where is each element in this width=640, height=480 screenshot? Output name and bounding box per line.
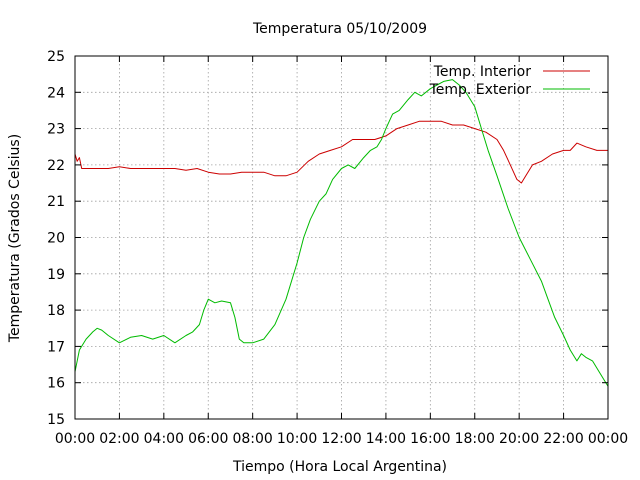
- x-tick-label: 02:00: [99, 431, 139, 447]
- x-tick-label: 06:00: [188, 431, 228, 447]
- y-tick-label: 18: [47, 303, 65, 319]
- x-tick-label: 16:00: [410, 431, 450, 447]
- legend-label: Temp. Exterior: [429, 82, 532, 98]
- x-tick-label: 00:00: [55, 431, 95, 447]
- y-tick-label: 16: [47, 376, 65, 392]
- series-line-interior: [74, 120, 608, 184]
- series-layer: [74, 79, 609, 387]
- y-tick-labels: 15 16 17 18 19 20 21 22 23 24 25: [47, 49, 65, 428]
- x-tick-label: 22:00: [543, 431, 583, 447]
- legend: Temp. Interior Temp. Exterior: [429, 64, 590, 98]
- y-tick-label: 23: [47, 122, 65, 138]
- y-tick-label: 19: [47, 267, 65, 283]
- x-tick-label: 08:00: [232, 431, 272, 447]
- x-tick-label: 10:00: [277, 431, 317, 447]
- y-tick-label: 24: [47, 85, 65, 101]
- y-tick-label: 21: [47, 194, 65, 210]
- x-tick-label: 04:00: [144, 431, 184, 447]
- y-tick-label: 17: [47, 339, 65, 355]
- y-tick-label: 20: [47, 231, 65, 247]
- x-tick-label: 12:00: [321, 431, 361, 447]
- y-tick-label: 22: [47, 158, 65, 174]
- axis-ticks: [74, 55, 609, 420]
- x-tick-label: 14:00: [366, 431, 406, 447]
- series-line-exterior: [74, 79, 609, 387]
- y-axis-label: Temperatura (Grados Celsius): [7, 134, 23, 343]
- y-tick-label: 25: [47, 49, 65, 65]
- y-tick-label: 15: [47, 412, 65, 428]
- x-tick-labels: 00:00 02:00 04:00 06:00 08:00 10:00 12:00 14:00…: [55, 431, 628, 447]
- x-tick-label: 00:00: [588, 431, 628, 447]
- chart-title: Temperatura 05/10/2009: [252, 21, 427, 37]
- x-axis-label: Tiempo (Hora Local Argentina): [232, 459, 447, 475]
- grid-lines: [75, 56, 608, 419]
- x-tick-label: 18:00: [455, 431, 495, 447]
- x-tick-label: 20:00: [499, 431, 539, 447]
- legend-label: Temp. Interior: [433, 64, 532, 80]
